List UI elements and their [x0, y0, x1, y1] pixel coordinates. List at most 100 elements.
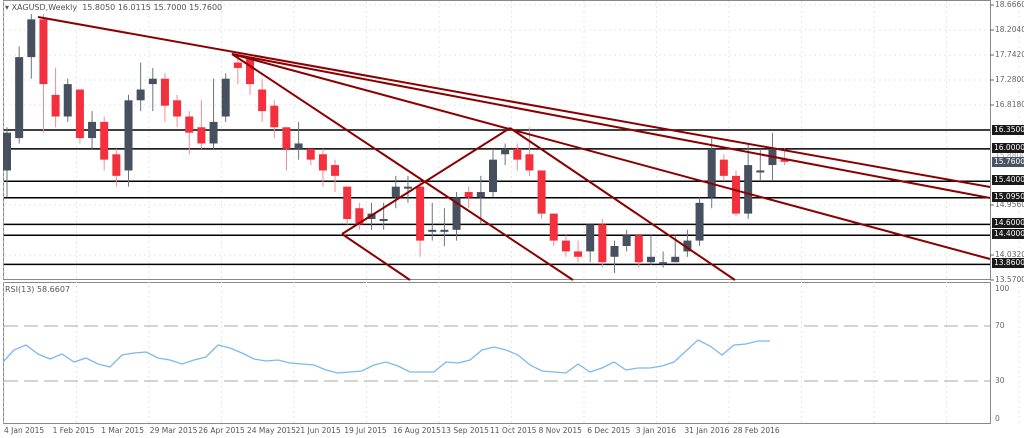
chart-title: ▾ XAGUSD,Weekly 15.8050 16.0115 15.7000 … [5, 3, 222, 12]
price-tick: 14.0320 [995, 250, 1024, 259]
candle [148, 78, 157, 85]
level-label: 14.6000 [992, 218, 1024, 228]
price-tick: 18.2040 [995, 25, 1024, 34]
candle [780, 159, 789, 162]
candle [610, 246, 619, 257]
candle [197, 127, 206, 144]
level-label: 13.8600 [992, 258, 1024, 268]
time-label: 3 Jan 2016 [635, 426, 676, 435]
candle [744, 165, 753, 214]
candle [318, 154, 327, 171]
candle [63, 84, 72, 117]
level-label: 14.4000 [992, 229, 1024, 239]
candle [659, 262, 668, 265]
candle [756, 170, 765, 173]
candle [513, 148, 522, 160]
candle [39, 19, 48, 85]
candle [416, 186, 425, 241]
level-label: 15.4000 [992, 175, 1024, 185]
rsi-tick: 30 [995, 376, 1005, 385]
candle [695, 202, 704, 241]
time-label: 21 Jun 2015 [295, 426, 341, 435]
candle [51, 94, 60, 117]
candle [112, 154, 121, 176]
trendlines[interactable] [37, 16, 991, 281]
candle [719, 159, 728, 176]
candle [15, 57, 24, 139]
candle [3, 132, 11, 171]
candle [294, 143, 303, 149]
candle [306, 148, 315, 160]
level-label: 16.3500 [992, 125, 1024, 135]
candle [233, 62, 242, 68]
rsi-tick: 100 [995, 284, 1010, 293]
time-label: 1 Feb 2015 [52, 426, 95, 435]
candle [525, 154, 534, 171]
time-label: 8 Nov 2015 [538, 426, 582, 435]
candle [707, 148, 716, 198]
candle [221, 78, 230, 117]
candle [732, 175, 740, 214]
support-resistance-lines[interactable] [4, 129, 990, 266]
time-label: 19 Jul 2015 [344, 426, 387, 435]
candle [464, 192, 473, 198]
time-label: 31 Jan 2016 [684, 426, 730, 435]
candle [282, 127, 291, 149]
level-label: 15.0950 [992, 192, 1024, 202]
candle [246, 57, 254, 85]
time-label: 24 May 2015 [247, 426, 296, 435]
candle [403, 186, 412, 189]
rsi-tick: 0 [995, 414, 1000, 423]
time-label: 16 Aug 2015 [392, 426, 441, 435]
time-label: 6 Dec 2015 [587, 426, 631, 435]
time-label: 13 Sep 2015 [441, 426, 489, 435]
candle [209, 121, 218, 144]
grid [3, 1, 1020, 423]
candle [537, 170, 546, 214]
axis-ticks [990, 4, 994, 281]
price-tick: 17.2800 [995, 75, 1024, 84]
candle [671, 256, 680, 263]
candle [185, 116, 194, 133]
price-panel [3, 0, 991, 280]
candle [379, 219, 388, 222]
price-tick-faded: 15.8800 [995, 151, 1024, 160]
ohlc-values: 15.8050 16.0115 15.7000 15.7600 [82, 3, 223, 12]
rsi-line [2, 339, 770, 374]
dropdown-triangle-icon[interactable]: ▾ [5, 3, 10, 12]
price-tick: 13.5700 [995, 275, 1024, 284]
rsi-panel [3, 282, 991, 424]
candle [634, 235, 643, 263]
candle [75, 89, 84, 139]
candle [476, 192, 485, 198]
candle [391, 186, 400, 198]
time-label: 4 Jan 2015 [4, 426, 45, 435]
candle [574, 251, 583, 257]
candle [355, 208, 364, 225]
candle [136, 89, 145, 101]
time-label: 26 Apr 2015 [198, 426, 245, 435]
candle [683, 240, 692, 252]
candle [258, 89, 267, 112]
candle [428, 229, 437, 232]
symbol-label: XAGUSD,Weekly [11, 3, 78, 12]
rsi-tick: 70 [995, 321, 1005, 330]
candle [646, 256, 655, 263]
candle [88, 121, 97, 139]
time-label: 1 Mar 2015 [101, 426, 144, 435]
candle [270, 105, 279, 128]
time-label: 28 Feb 2016 [733, 426, 780, 435]
candle [343, 186, 352, 220]
price-tick: 16.8180 [995, 100, 1024, 109]
candle [173, 100, 182, 117]
candle [100, 121, 109, 160]
time-label: 29 Mar 2015 [149, 426, 198, 435]
candle [501, 148, 510, 155]
candle [622, 235, 631, 247]
price-tick: 18.6660 [995, 0, 1024, 9]
time-label: 11 Oct 2015 [490, 426, 537, 435]
price-tick: 17.7420 [995, 50, 1024, 59]
current-price-label: 15.7600 [992, 157, 1024, 167]
candle [489, 159, 497, 193]
